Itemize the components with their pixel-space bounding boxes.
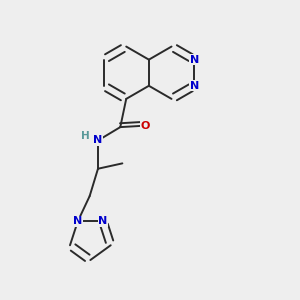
Text: N: N [93, 136, 103, 146]
Text: N: N [73, 216, 83, 226]
Text: O: O [141, 121, 150, 130]
Text: N: N [73, 216, 83, 226]
Text: N: N [190, 81, 199, 91]
Text: H: H [81, 131, 90, 141]
Text: N: N [190, 55, 199, 64]
Text: N: N [98, 216, 108, 226]
